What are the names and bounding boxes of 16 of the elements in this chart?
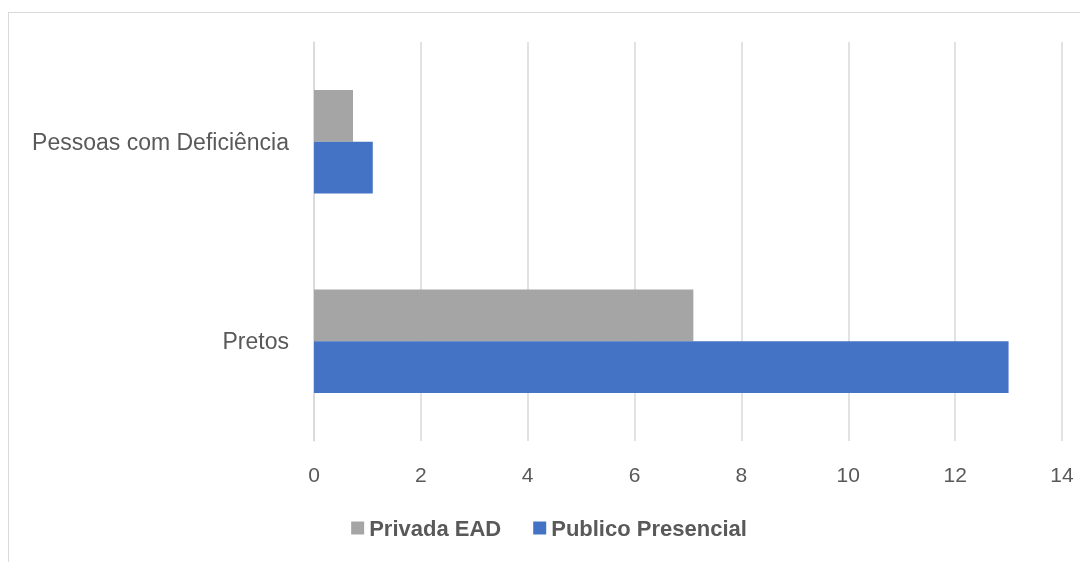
x-tick-label: 4 bbox=[521, 463, 534, 486]
x-tick-label: 0 bbox=[308, 463, 320, 486]
y-tick-label: Pessoas com Deficiência bbox=[32, 128, 290, 155]
legend-label: Publico Presencial bbox=[551, 515, 747, 541]
bar bbox=[314, 341, 1009, 394]
legend-label: Privada EAD bbox=[369, 515, 502, 541]
bar bbox=[314, 141, 373, 194]
x-tick-label: 8 bbox=[735, 463, 748, 486]
x-tick-label: 6 bbox=[628, 463, 641, 486]
bar bbox=[314, 289, 694, 342]
x-tick-label: 2 bbox=[415, 463, 427, 486]
y-tick-label: Pretos bbox=[222, 328, 289, 355]
x-tick-label: 14 bbox=[1050, 463, 1074, 486]
bar bbox=[314, 89, 353, 142]
x-tick-label: 12 bbox=[943, 463, 967, 486]
x-tick-label: 10 bbox=[836, 463, 860, 486]
